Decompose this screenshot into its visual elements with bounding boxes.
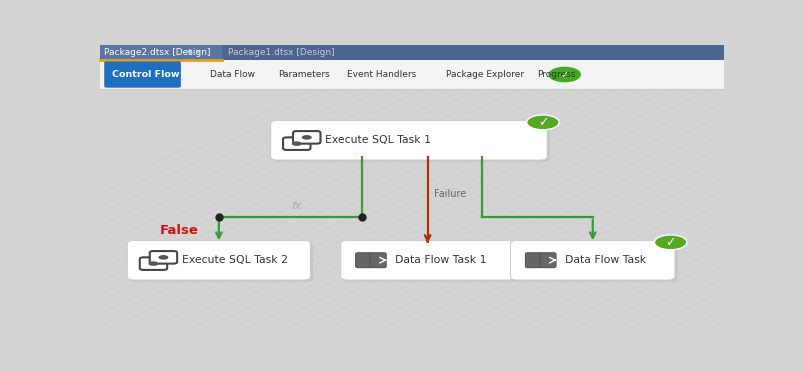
Text: Control Flow: Control Flow — [112, 70, 180, 79]
FancyBboxPatch shape — [149, 251, 177, 264]
FancyBboxPatch shape — [510, 240, 675, 280]
Bar — [100, 45, 723, 60]
Text: ✓: ✓ — [560, 69, 568, 79]
Text: Data Flow Task 1: Data Flow Task 1 — [394, 255, 486, 265]
Text: Data Flow Task: Data Flow Task — [564, 255, 645, 265]
FancyBboxPatch shape — [271, 120, 547, 160]
Circle shape — [654, 235, 686, 250]
FancyBboxPatch shape — [355, 253, 372, 267]
FancyBboxPatch shape — [369, 253, 385, 267]
Text: Package2.dtsx [Design]: Package2.dtsx [Design] — [104, 48, 210, 57]
FancyBboxPatch shape — [283, 137, 310, 150]
FancyBboxPatch shape — [273, 122, 549, 162]
Text: Progress: Progress — [536, 70, 574, 79]
Text: fx: fx — [291, 201, 301, 211]
Text: Failure: Failure — [434, 190, 466, 200]
Circle shape — [526, 115, 558, 130]
FancyBboxPatch shape — [512, 242, 677, 282]
Text: ✓: ✓ — [665, 236, 675, 249]
Circle shape — [158, 255, 168, 260]
Text: Parameters: Parameters — [278, 70, 329, 79]
Text: ✓: ✓ — [537, 116, 548, 129]
Text: Execute SQL Task 2: Execute SQL Task 2 — [181, 255, 287, 265]
FancyBboxPatch shape — [525, 253, 541, 267]
FancyBboxPatch shape — [100, 45, 222, 60]
FancyBboxPatch shape — [140, 257, 167, 270]
Circle shape — [548, 68, 580, 82]
FancyBboxPatch shape — [292, 131, 320, 144]
Bar — [100, 60, 723, 89]
Text: Data Flow: Data Flow — [210, 70, 255, 79]
FancyBboxPatch shape — [343, 242, 516, 282]
Circle shape — [149, 261, 158, 266]
Text: Execute SQL Task 1: Execute SQL Task 1 — [324, 135, 430, 145]
Text: ⊕ ✕: ⊕ ✕ — [187, 49, 201, 55]
Circle shape — [301, 135, 312, 139]
FancyBboxPatch shape — [129, 242, 312, 282]
FancyBboxPatch shape — [340, 240, 514, 280]
FancyBboxPatch shape — [539, 253, 556, 267]
Text: Package Explorer: Package Explorer — [446, 70, 524, 79]
Text: Event Handlers: Event Handlers — [346, 70, 415, 79]
FancyBboxPatch shape — [127, 240, 310, 280]
Text: False: False — [160, 224, 198, 237]
Circle shape — [291, 141, 301, 146]
Text: Package1.dtsx [Design]: Package1.dtsx [Design] — [228, 48, 334, 57]
FancyBboxPatch shape — [104, 61, 181, 88]
